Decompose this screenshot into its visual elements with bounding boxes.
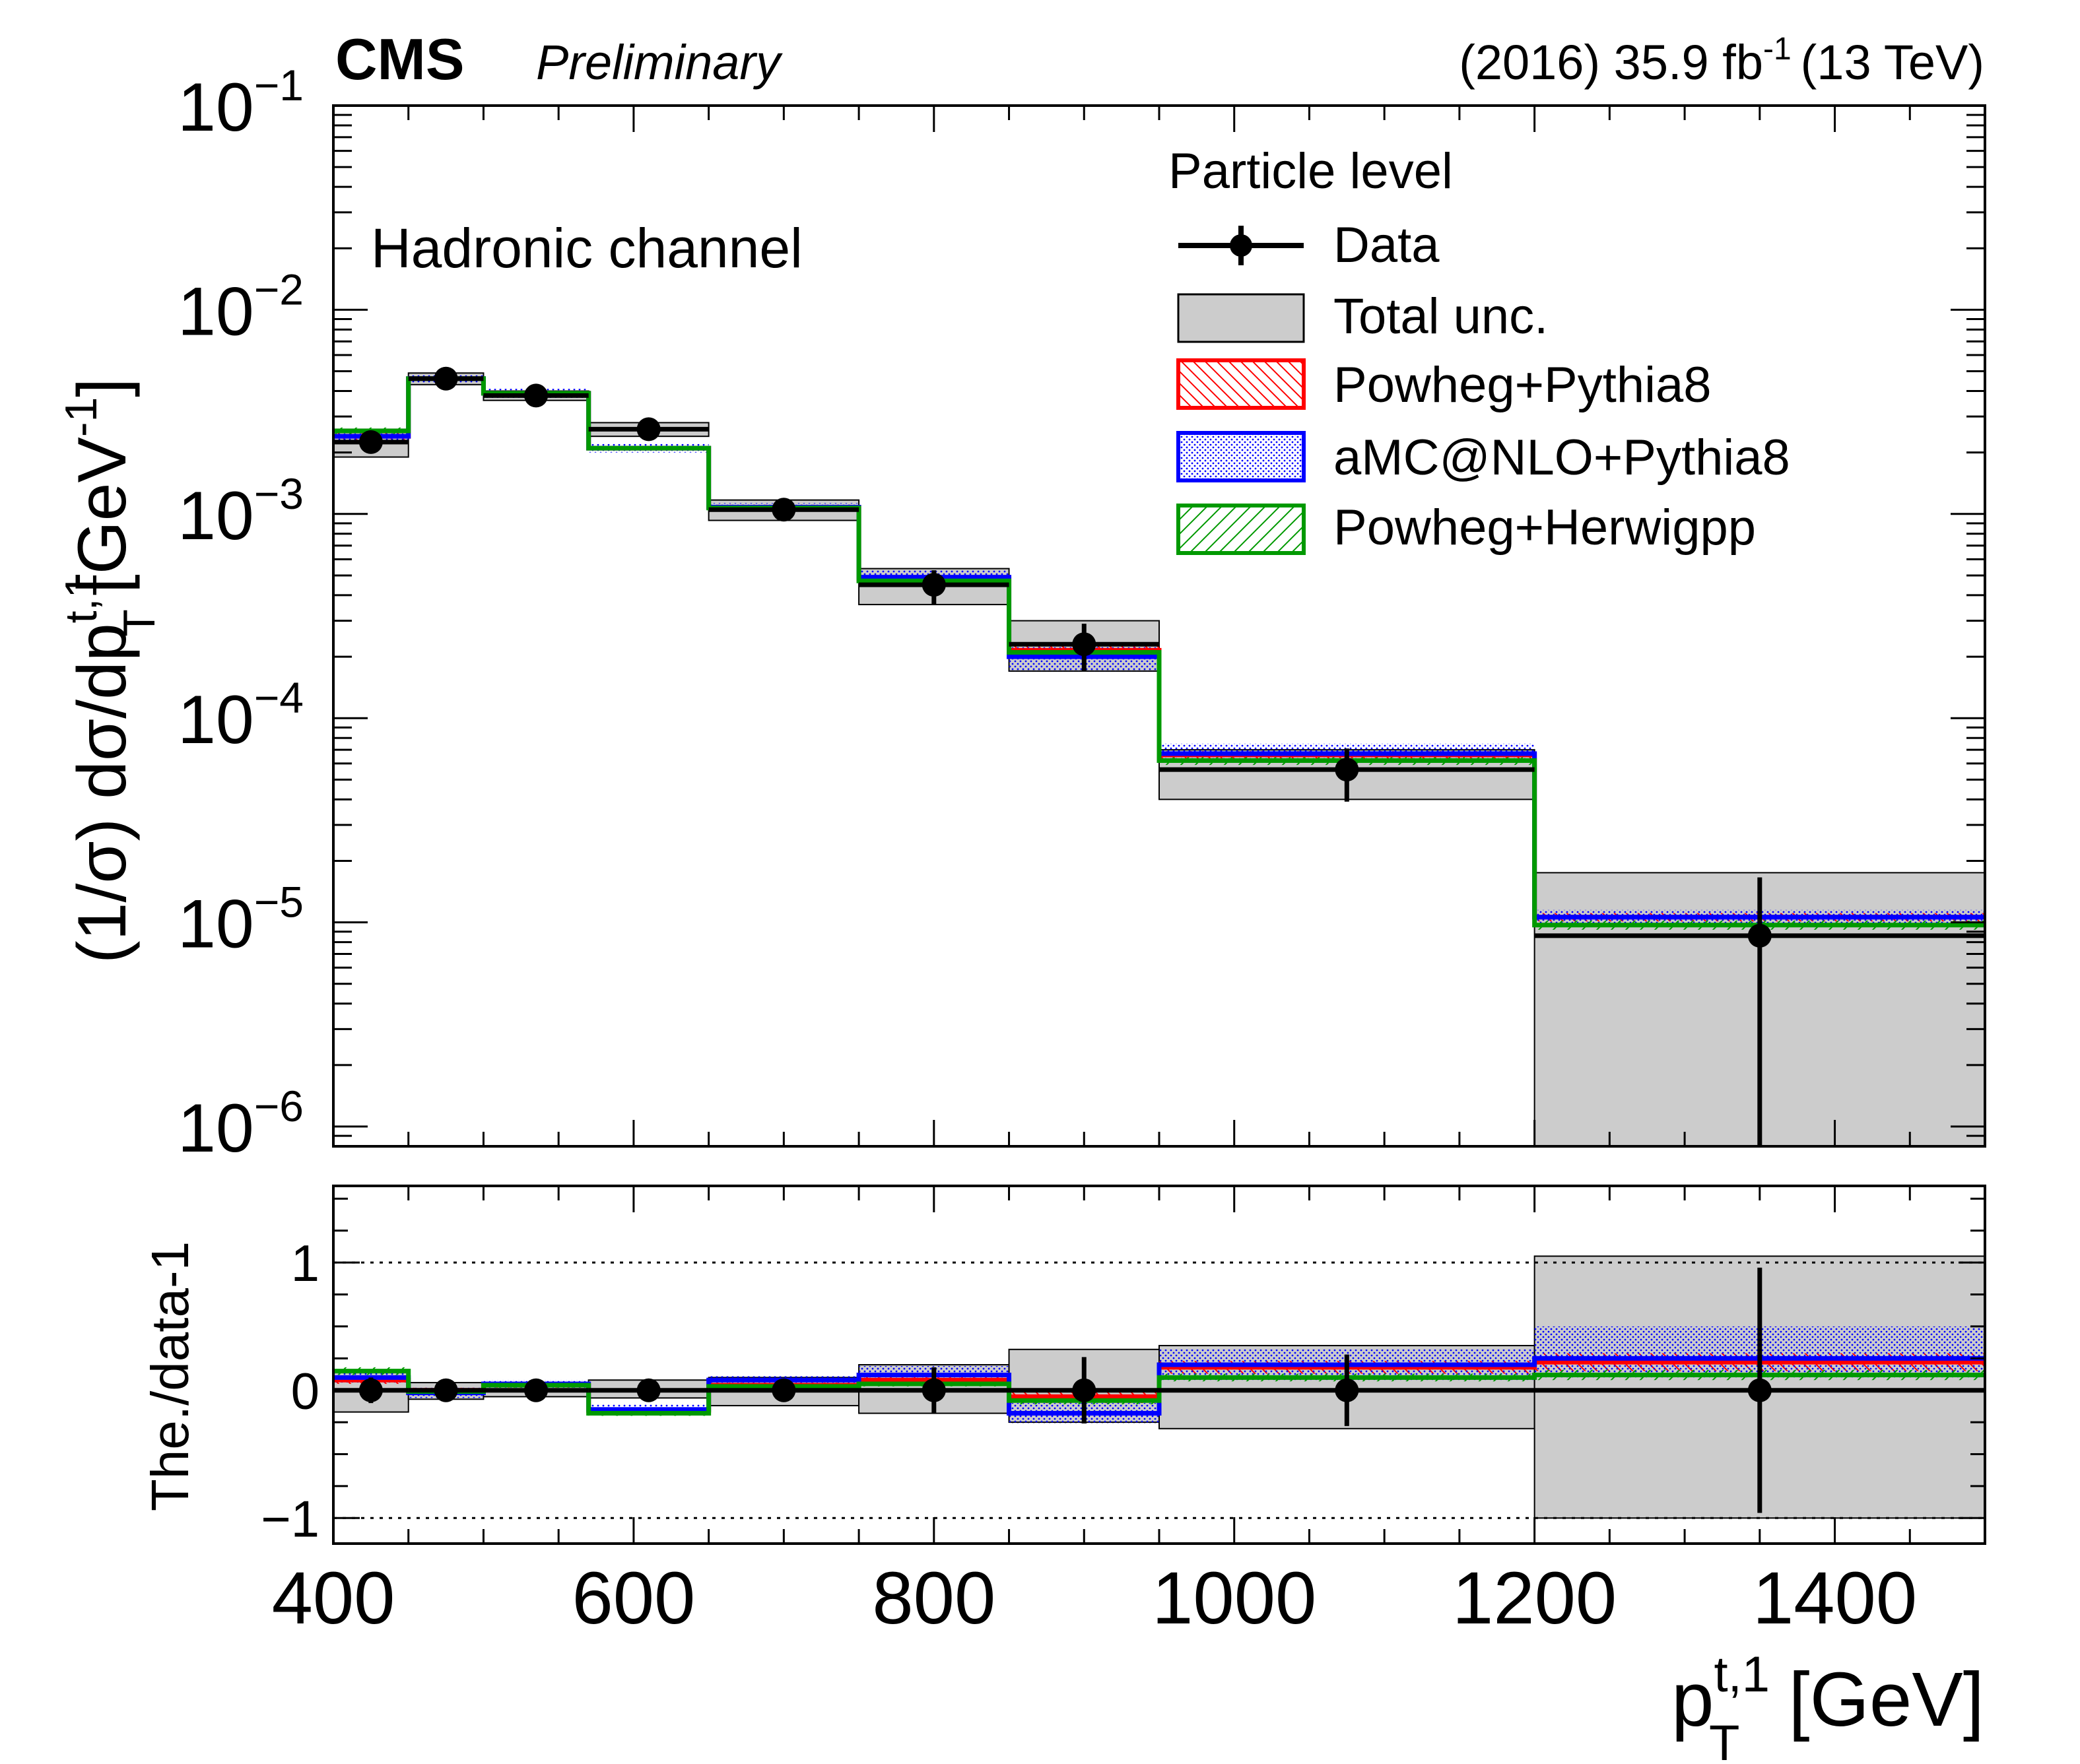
x-tick-labels: 400 600 800 1000 1200 1400 <box>272 1557 1918 1639</box>
x-tick-label: 1200 <box>1452 1557 1617 1639</box>
ratio-y-axis-label: The./data-1 <box>141 1241 199 1511</box>
main-y-tick-label: 10−4 <box>178 673 304 758</box>
main-data-point <box>358 430 383 454</box>
lumi-label: (2016) 35.9 fb-1 (13 TeV) <box>1459 32 1984 90</box>
main-data-point <box>636 417 661 441</box>
energy-label: (13 TeV) <box>1801 35 1984 90</box>
x-axis-label: pt,1 T[GeV] <box>1671 1647 1984 1764</box>
x-tick-label: 600 <box>572 1557 695 1639</box>
ratio-y-tick-label: −1 <box>261 1489 319 1548</box>
legend-total-unc-label: Total unc. <box>1333 288 1548 344</box>
main-y-tick-label: 10−1 <box>178 61 304 146</box>
legend-amcatnlo-pythia8-label: aMC@NLO+Pythia8 <box>1333 430 1790 486</box>
ratio-data-points <box>333 1267 1985 1513</box>
ratio-data-point <box>1072 1378 1096 1402</box>
ratio-ticks <box>332 1186 1986 1544</box>
main-y-tick-label: 10−3 <box>178 469 304 554</box>
ratio-data-point <box>358 1378 383 1402</box>
legend-powheg-pythia8: Powheg+Pythia8 <box>1176 357 1712 413</box>
legend-powheg-herwigpp: Powheg+Herwigpp <box>1176 500 1756 556</box>
status-label: Preliminary <box>536 35 783 90</box>
main-data-point <box>1335 758 1359 782</box>
main-panel: 10−1 10−2 10−3 10−4 10−5 10−6 <box>178 61 1986 1167</box>
ratio-data-point <box>772 1378 796 1402</box>
main-y-tick-labels: 10−1 10−2 10−3 10−4 10−5 10−6 <box>178 61 304 1167</box>
ratio-data-point <box>434 1378 458 1402</box>
ratio-panel: −1 0 1 400 600 800 1000 1200 1400 <box>261 1185 1986 1639</box>
main-ticks <box>332 104 1986 1148</box>
x-tick-label: 400 <box>272 1557 395 1639</box>
experiment-label: CMS <box>335 26 465 92</box>
main-data-point <box>1747 923 1772 948</box>
ratio-y-tick-labels: −1 0 1 <box>261 1234 319 1548</box>
main-data-point <box>434 366 458 391</box>
x-tick-label: 1400 <box>1753 1557 1917 1639</box>
lumi-exp: -1 <box>1763 32 1792 67</box>
x-tick-label: 1000 <box>1152 1557 1316 1639</box>
lumi-main: (2016) 35.9 fb <box>1459 35 1763 90</box>
main-data-point <box>772 498 796 522</box>
main-data-point <box>1072 632 1096 657</box>
ratio-data-point <box>636 1378 661 1402</box>
legend-title: Particle level <box>1168 143 1453 199</box>
legend-amcatnlo-pythia8: aMC@NLO+Pythia8 <box>1176 430 1790 486</box>
channel-annotation: Hadronic channel <box>371 217 803 279</box>
data-points <box>333 366 1985 1146</box>
main-data-point <box>922 573 946 597</box>
ratio-y-tick-label: 0 <box>291 1362 319 1420</box>
legend-data: Data <box>1178 217 1440 273</box>
legend: Particle level Data Total unc. Powheg+Py… <box>1168 143 1790 556</box>
x-tick-label: 800 <box>872 1557 995 1639</box>
ratio-data-point <box>922 1378 946 1402</box>
main-y-tick-label: 10−5 <box>178 878 304 963</box>
legend-total-unc: Total unc. <box>1177 288 1548 344</box>
main-y-axis-label: (1/σ) dσ/dpt,1 T[GeV-1] <box>56 378 164 964</box>
main-y-tick-label: 10−2 <box>178 265 304 350</box>
ratio-data-point <box>1747 1378 1772 1402</box>
legend-powheg-pythia8-label: Powheg+Pythia8 <box>1333 357 1712 413</box>
main-y-tick-label: 10−6 <box>178 1082 304 1167</box>
ratio-data-point <box>524 1378 549 1402</box>
ratio-reference-lines <box>333 1261 1985 1519</box>
ratio-data-point <box>1335 1378 1359 1402</box>
ratio-y-tick-label: 1 <box>291 1234 319 1292</box>
legend-powheg-herwigpp-label: Powheg+Herwigpp <box>1333 500 1756 556</box>
main-data-point <box>524 383 549 408</box>
legend-data-label: Data <box>1333 217 1440 273</box>
